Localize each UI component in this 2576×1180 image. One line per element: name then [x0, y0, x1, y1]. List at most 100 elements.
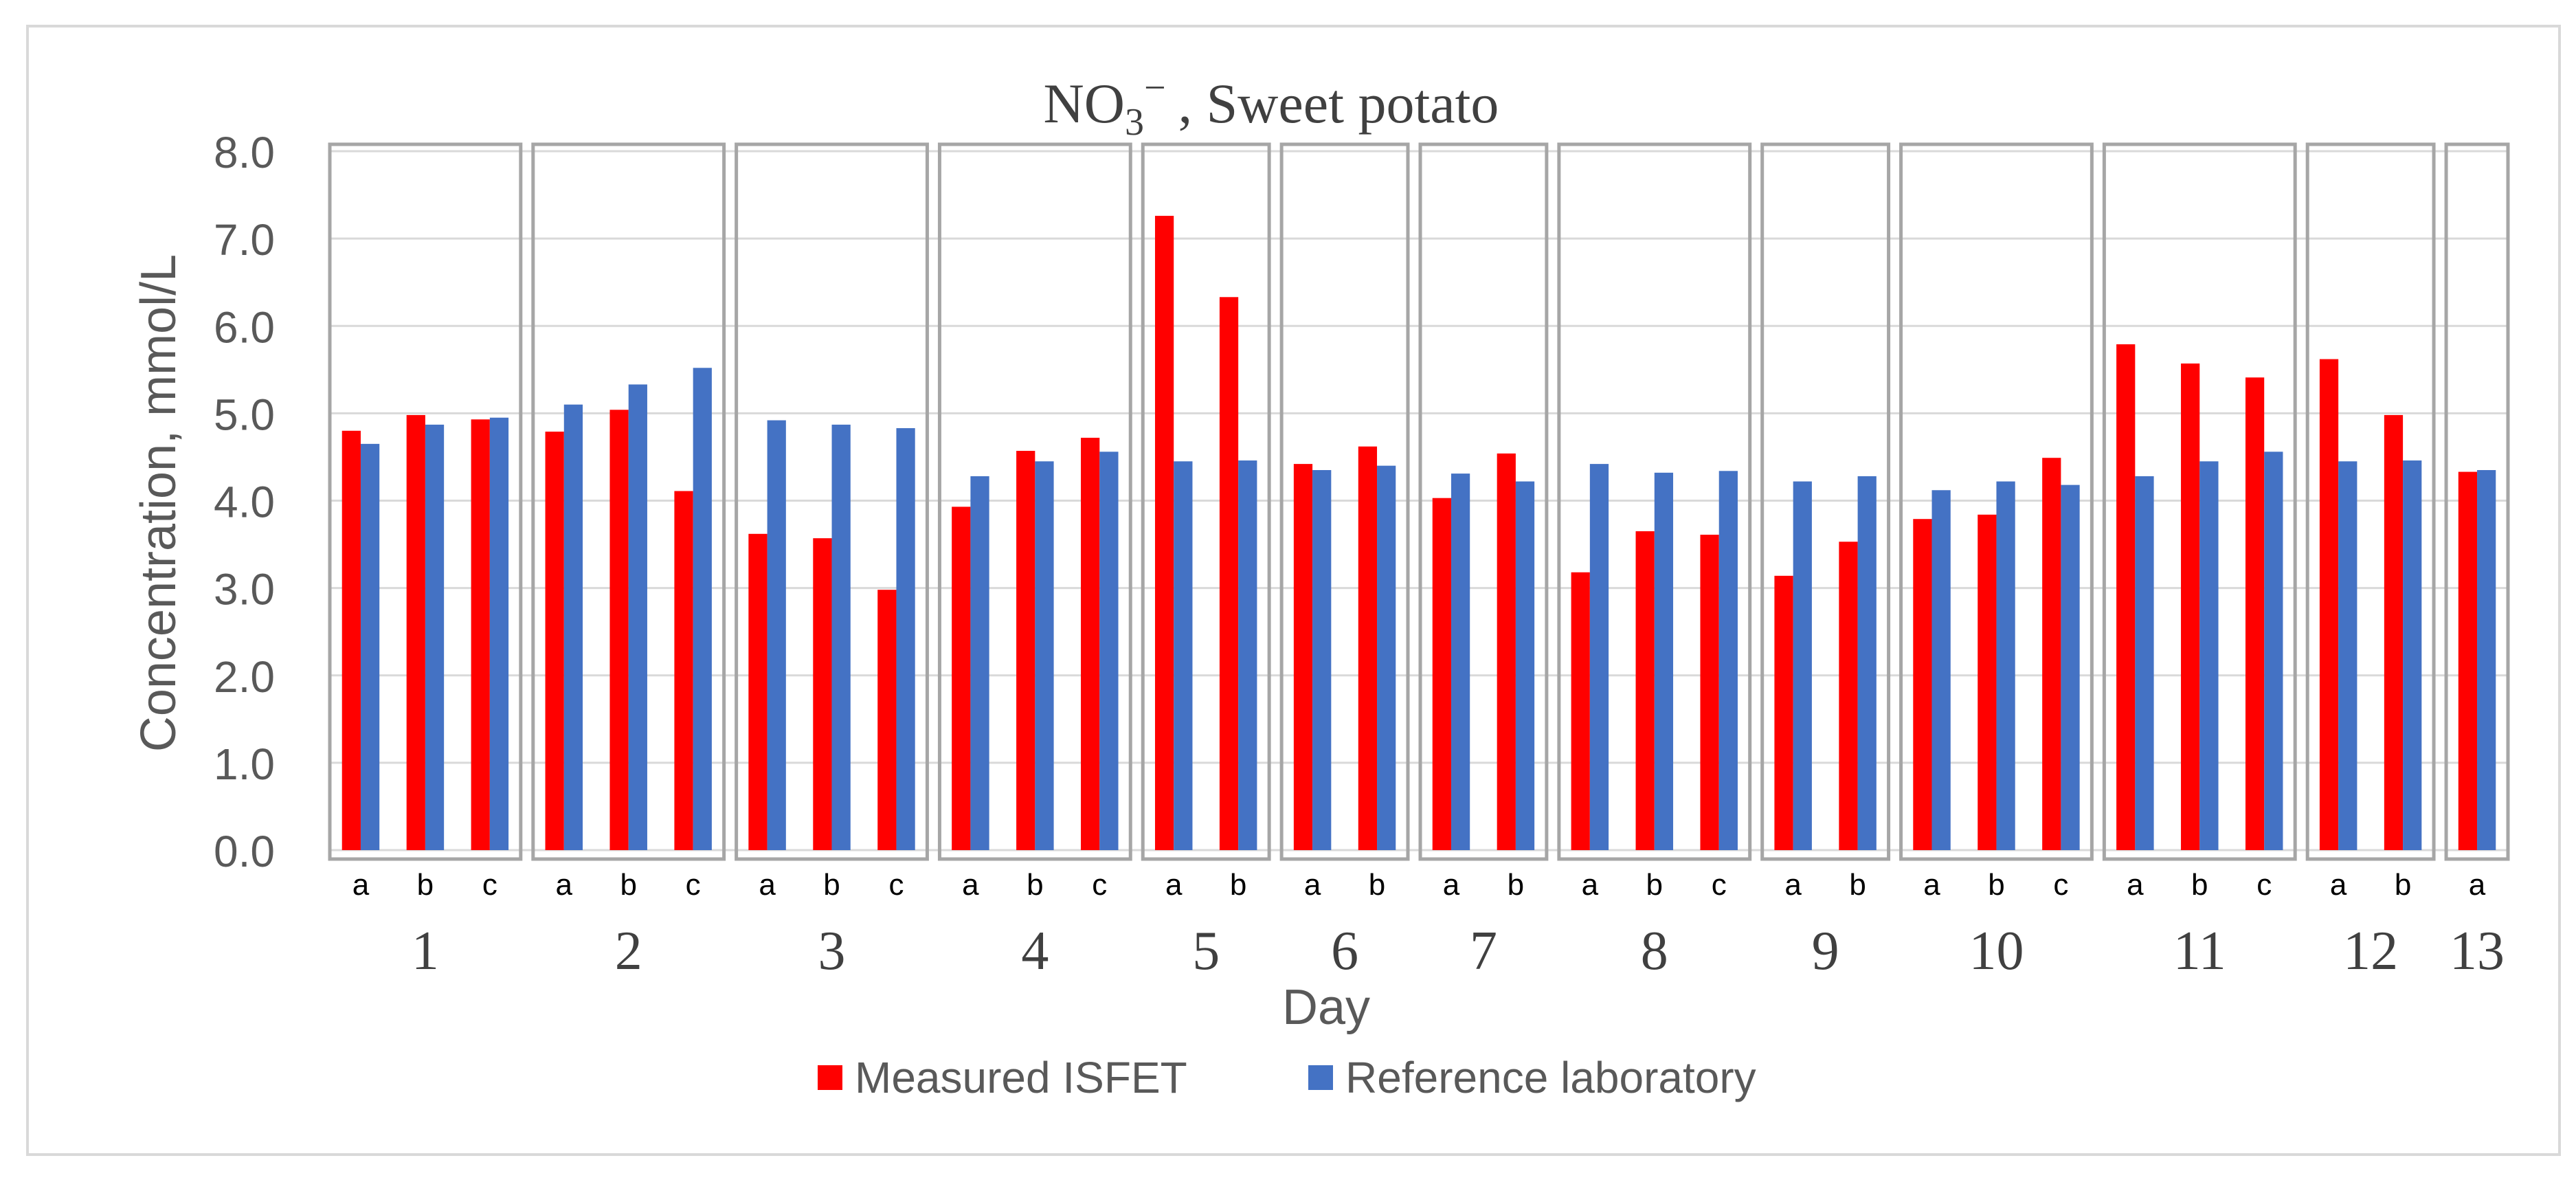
bar-reference-laboratory: [831, 424, 851, 850]
bar-measured-isfet: [674, 491, 693, 850]
bar-reference-laboratory: [1857, 476, 1877, 850]
bar-reference-laboratory: [1377, 465, 1396, 850]
sample-label: a: [962, 868, 979, 902]
sample-label: a: [1923, 868, 1940, 902]
y-tick-label: 0.0: [214, 827, 275, 876]
sample-label: a: [1443, 868, 1460, 902]
day-label: 8: [1641, 921, 1668, 981]
y-tick-label: 8.0: [214, 128, 275, 177]
day-group-box: [735, 142, 929, 861]
bar-reference-laboratory: [2338, 461, 2357, 850]
bar-reference-laboratory: [1451, 474, 1470, 850]
bar-measured-isfet: [952, 506, 971, 850]
bar-reference-laboratory: [2061, 485, 2080, 850]
bar-measured-isfet: [406, 414, 425, 850]
bar-reference-laboratory: [1174, 461, 1193, 850]
bar-measured-isfet: [2245, 377, 2265, 850]
legend-swatch-reference-laboratory: [1308, 1065, 1333, 1090]
sample-label: a: [1784, 868, 1802, 902]
bar-reference-laboratory: [1312, 470, 1332, 850]
day-label: 11: [2173, 921, 2226, 981]
day-label: 13: [2450, 921, 2505, 981]
sample-label: b: [2191, 868, 2208, 902]
sample-label: c: [686, 868, 701, 902]
legend-label-measured-isfet: Measured ISFET: [855, 1053, 1187, 1102]
x-axis-label: Day: [1282, 980, 1370, 1035]
sample-label: b: [1369, 868, 1385, 902]
sample-label: a: [1304, 868, 1321, 902]
y-tick-label: 3.0: [214, 565, 275, 614]
day-label: 4: [1021, 921, 1049, 981]
bar-measured-isfet: [1293, 464, 1313, 850]
day-group-box: [328, 142, 523, 861]
bar-measured-isfet: [1154, 216, 1174, 850]
day-label: 9: [1812, 921, 1839, 981]
bar-reference-laboratory: [2135, 476, 2154, 850]
bar-reference-laboratory: [1996, 481, 2015, 850]
legend: Measured ISFET Reference laboratory: [818, 1053, 1756, 1102]
sample-label: b: [1230, 868, 1246, 902]
bar-measured-isfet: [1016, 451, 1035, 850]
bar-measured-isfet: [545, 432, 564, 850]
bar-reference-laboratory: [360, 443, 380, 850]
bar-measured-isfet: [609, 410, 629, 850]
y-tick-label: 1.0: [214, 739, 275, 789]
day-group-box: [531, 142, 726, 861]
bar-measured-isfet: [1358, 446, 1378, 850]
bar-measured-isfet: [2458, 471, 2478, 850]
bar-measured-isfet: [1219, 297, 1239, 851]
y-tick-label: 5.0: [214, 390, 275, 439]
bar-measured-isfet: [1635, 531, 1655, 850]
bars: [341, 216, 2496, 851]
bar-measured-isfet: [1571, 572, 1590, 850]
y-tick-labels: 0.0 1.0 2.0 3.0 4.0 5.0 6.0 7.0 8.0: [214, 128, 275, 876]
bar-reference-laboratory: [1515, 481, 1535, 850]
bar-measured-isfet: [748, 533, 768, 850]
sample-label: c: [482, 868, 497, 902]
bar-reference-laboratory: [1589, 464, 1609, 850]
day-label: 6: [1331, 921, 1358, 981]
sample-label: b: [2395, 868, 2411, 902]
bar-measured-isfet: [2042, 458, 2061, 850]
sample-label: a: [556, 868, 573, 902]
bar-measured-isfet: [2319, 359, 2339, 850]
bar-reference-laboratory: [1931, 490, 1951, 850]
sample-label: a: [2469, 868, 2486, 902]
day-label: 1: [412, 921, 439, 981]
sample-label: b: [620, 868, 636, 902]
bar-reference-laboratory: [489, 417, 509, 850]
y-axis-label: Concentration, mmol/L: [131, 254, 186, 752]
day-label: 10: [1969, 921, 2024, 981]
bar-measured-isfet: [1839, 542, 1858, 850]
bar-reference-laboratory: [767, 420, 786, 850]
chart-title-subscript: 3: [1125, 101, 1144, 144]
bar-reference-laboratory: [896, 427, 915, 850]
bar-reference-laboratory: [970, 476, 989, 850]
y-tick-label: 6.0: [214, 302, 275, 352]
bar-measured-isfet: [1774, 575, 1793, 850]
bar-reference-laboratory: [2199, 461, 2219, 850]
day-group-box: [1418, 142, 1549, 861]
day-group-box: [1760, 142, 1891, 861]
bar-reference-laboratory: [2477, 470, 2496, 850]
day-group-box: [1899, 142, 2094, 861]
sample-label: c: [1712, 868, 1727, 902]
sample-label: c: [888, 868, 904, 902]
sample-label: a: [352, 868, 370, 902]
bar-measured-isfet: [2384, 414, 2404, 850]
bar-measured-isfet: [1913, 519, 1932, 850]
bar-measured-isfet: [1978, 514, 1997, 850]
bar-measured-isfet: [877, 590, 897, 850]
day-group-box: [937, 142, 1132, 861]
bar-reference-laboratory: [563, 404, 583, 850]
day-group-box: [1279, 142, 1410, 861]
bar-measured-isfet: [1700, 535, 1719, 850]
sample-label: b: [1849, 868, 1866, 902]
bar-reference-laboratory: [425, 424, 445, 850]
bar-measured-isfet: [1432, 498, 1451, 850]
legend-swatch-measured-isfet: [818, 1065, 842, 1090]
y-tick-label: 7.0: [214, 215, 275, 265]
day-label: 12: [2343, 921, 2398, 981]
